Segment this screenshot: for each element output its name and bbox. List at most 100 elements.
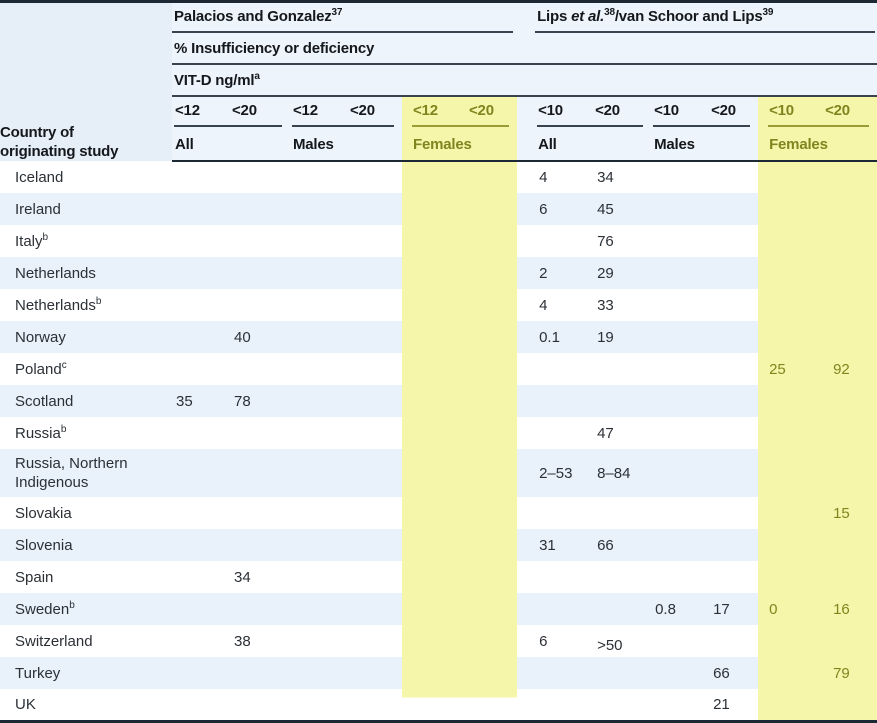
value-cell <box>651 193 710 225</box>
value-cell <box>290 593 348 625</box>
table-row: Iceland 4 34 <box>0 161 877 193</box>
group-gap <box>517 193 536 225</box>
value-cell <box>758 321 823 353</box>
value-cell <box>290 689 348 721</box>
value-cell <box>402 593 460 625</box>
value-cell <box>230 689 290 721</box>
value-cell <box>822 289 877 321</box>
value-cell <box>758 625 823 657</box>
value-cell <box>290 385 348 417</box>
value-cell <box>822 561 877 593</box>
value-cell <box>758 497 823 529</box>
group-gap <box>517 385 536 417</box>
value-cell <box>290 561 348 593</box>
value-cell <box>709 257 759 289</box>
value-cell <box>230 289 290 321</box>
value-cell: 0 <box>758 593 823 625</box>
value-cell <box>460 257 518 289</box>
value-cell <box>593 689 651 721</box>
value-cell <box>460 529 518 561</box>
value-cell <box>593 497 651 529</box>
value-cell: 34 <box>597 169 614 186</box>
value-cell <box>172 529 230 561</box>
value-cell <box>402 289 460 321</box>
value-cell <box>172 353 230 385</box>
value-cell <box>172 689 230 721</box>
group-gap <box>517 449 536 497</box>
value-cell: 66 <box>593 529 652 561</box>
value-cell <box>348 449 402 497</box>
value-cell <box>651 497 709 529</box>
table-row: Ireland 6 45 <box>0 193 877 225</box>
value-cell <box>651 225 709 257</box>
table-body: Iceland 4 34 Ireland 6 45 Italyb 76 Netherlands 2… <box>0 161 877 721</box>
value-cell <box>172 657 230 689</box>
value-cell <box>348 689 402 721</box>
value-cell <box>172 497 230 529</box>
value-cell <box>348 625 402 657</box>
value-cell <box>460 593 518 625</box>
value-cell <box>709 353 758 385</box>
value-cell <box>290 353 348 385</box>
value-cell <box>651 417 709 449</box>
value-cell: 8–84 <box>593 449 652 497</box>
value-cell <box>709 417 758 449</box>
country-cell: Switzerland <box>15 632 93 650</box>
value-cell <box>348 225 402 257</box>
value-cell: 2 <box>535 257 594 289</box>
value-cell <box>758 689 823 721</box>
header-row-thresholds: <12 <20 <12 <20 <12 <20 <10 <20 <10 <20 <10 <2… <box>0 96 877 131</box>
value-cell: 79 <box>822 657 877 689</box>
value-cell <box>822 385 877 417</box>
value-cell <box>348 593 402 625</box>
value-cell <box>402 689 460 721</box>
value-cell: 0.1 <box>535 321 594 353</box>
value-cell <box>460 689 518 721</box>
value-cell <box>290 657 348 689</box>
header-row-subtitle: % Insufficiency or deficiency <box>0 33 877 65</box>
value-cell <box>758 449 823 497</box>
value-cell <box>172 625 230 657</box>
footnote-superscript: b <box>42 231 49 243</box>
value-cell <box>709 561 758 593</box>
value-cell <box>535 353 593 385</box>
value-cell <box>651 529 710 561</box>
table-row: Slovenia 31 66 <box>0 529 877 561</box>
threshold-pair-palacios-all: <12 <20 <box>172 96 290 131</box>
value-cell <box>651 689 709 721</box>
value-cell <box>460 289 518 321</box>
value-cell <box>290 225 348 257</box>
footnote-superscript: c <box>61 359 67 371</box>
value-cell <box>535 593 594 625</box>
country-cell: Netherlands <box>0 257 172 289</box>
value-cell: 16 <box>822 593 877 625</box>
header-row-studies: Country of originating study Palacios an… <box>0 1 877 161</box>
value-cell <box>402 385 460 417</box>
value-cell <box>460 417 518 449</box>
value-cell <box>758 529 823 561</box>
value-cell <box>651 289 709 321</box>
value-cell <box>709 529 759 561</box>
value-cell <box>709 449 759 497</box>
value-cell <box>290 497 348 529</box>
country-cell: Italyb <box>15 231 49 250</box>
value-cell <box>230 449 290 497</box>
header-row-sex: All Males Females All Males Females <box>0 131 877 162</box>
sex-label-lips-females: Females <box>758 131 877 162</box>
value-cell <box>230 529 290 561</box>
country-cell: Ireland <box>0 193 172 225</box>
value-cell: 40 <box>230 321 290 353</box>
table-header: Country of originating study Palacios an… <box>0 1 877 162</box>
value-cell: 29 <box>593 257 652 289</box>
value-cell <box>758 289 823 321</box>
value-cell <box>348 193 402 225</box>
value-cell <box>348 161 402 193</box>
value-cell <box>822 161 877 193</box>
value-cell <box>651 353 709 385</box>
value-cell <box>230 257 290 289</box>
group-gap <box>517 131 536 162</box>
threshold-pair-lips-females: <10 <20 <box>758 96 877 131</box>
value-cell <box>290 289 348 321</box>
value-cell: 17 <box>709 593 759 625</box>
